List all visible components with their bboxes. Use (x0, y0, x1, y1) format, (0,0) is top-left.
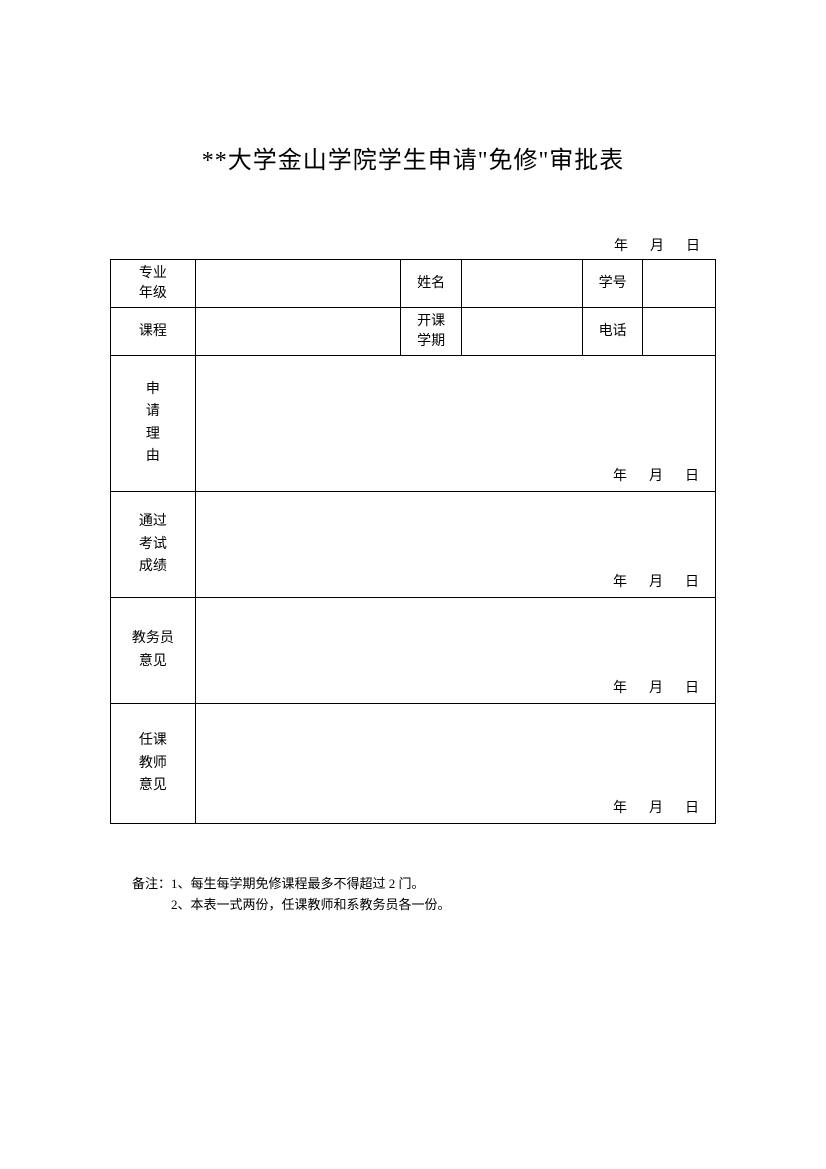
note-line-2: 2、本表一式两份，任课教师和系教务员各一份。 (132, 895, 716, 916)
notes-section: 备注：1、每生每学期免修课程最多不得超过 2 门。 2、本表一式两份，任课教师和… (110, 874, 716, 916)
field-semester[interactable] (461, 308, 582, 356)
field-phone[interactable] (643, 308, 716, 356)
field-registrar-opinion[interactable]: 年月日 (195, 598, 715, 704)
table-row: 课程 开课 学期 电话 (111, 308, 716, 356)
exam-score-date: 年月日 (613, 571, 703, 591)
label-semester: 开课 学期 (401, 308, 462, 356)
label-phone: 电话 (582, 308, 643, 356)
label-exam-score: 通过 考试 成绩 (111, 492, 196, 598)
field-teacher-opinion[interactable]: 年月日 (195, 704, 715, 824)
label-registrar-opinion: 教务员 意见 (111, 598, 196, 704)
field-exam-score[interactable]: 年月日 (195, 492, 715, 598)
label-course: 课程 (111, 308, 196, 356)
registrar-date: 年月日 (613, 677, 703, 697)
label-teacher-opinion: 任课 教师 意见 (111, 704, 196, 824)
table-row: 通过 考试 成绩 年月日 (111, 492, 716, 598)
teacher-date: 年月日 (613, 797, 703, 817)
table-row: 任课 教师 意见 年月日 (111, 704, 716, 824)
top-date-line: 年月日 (110, 235, 716, 255)
table-row: 专业 年级 姓名 学号 (111, 260, 716, 308)
field-name[interactable] (461, 260, 582, 308)
label-name: 姓名 (401, 260, 462, 308)
note-line-1: 备注：1、每生每学期免修课程最多不得超过 2 门。 (132, 874, 716, 895)
field-student-id[interactable] (643, 260, 716, 308)
label-major-grade: 专业 年级 (111, 260, 196, 308)
page-title: **大学金山学院学生申请"免修"审批表 (110, 140, 716, 175)
field-major-grade[interactable] (195, 260, 401, 308)
table-row: 申 请 理 由 年月日 (111, 356, 716, 492)
field-course[interactable] (195, 308, 401, 356)
field-reason[interactable]: 年月日 (195, 356, 715, 492)
table-row: 教务员 意见 年月日 (111, 598, 716, 704)
label-student-id: 学号 (582, 260, 643, 308)
reason-date: 年月日 (613, 465, 703, 485)
approval-form-table: 专业 年级 姓名 学号 课程 开课 学期 电话 申 请 理 由 年月日 通过 考… (110, 259, 716, 824)
label-reason: 申 请 理 由 (111, 356, 196, 492)
